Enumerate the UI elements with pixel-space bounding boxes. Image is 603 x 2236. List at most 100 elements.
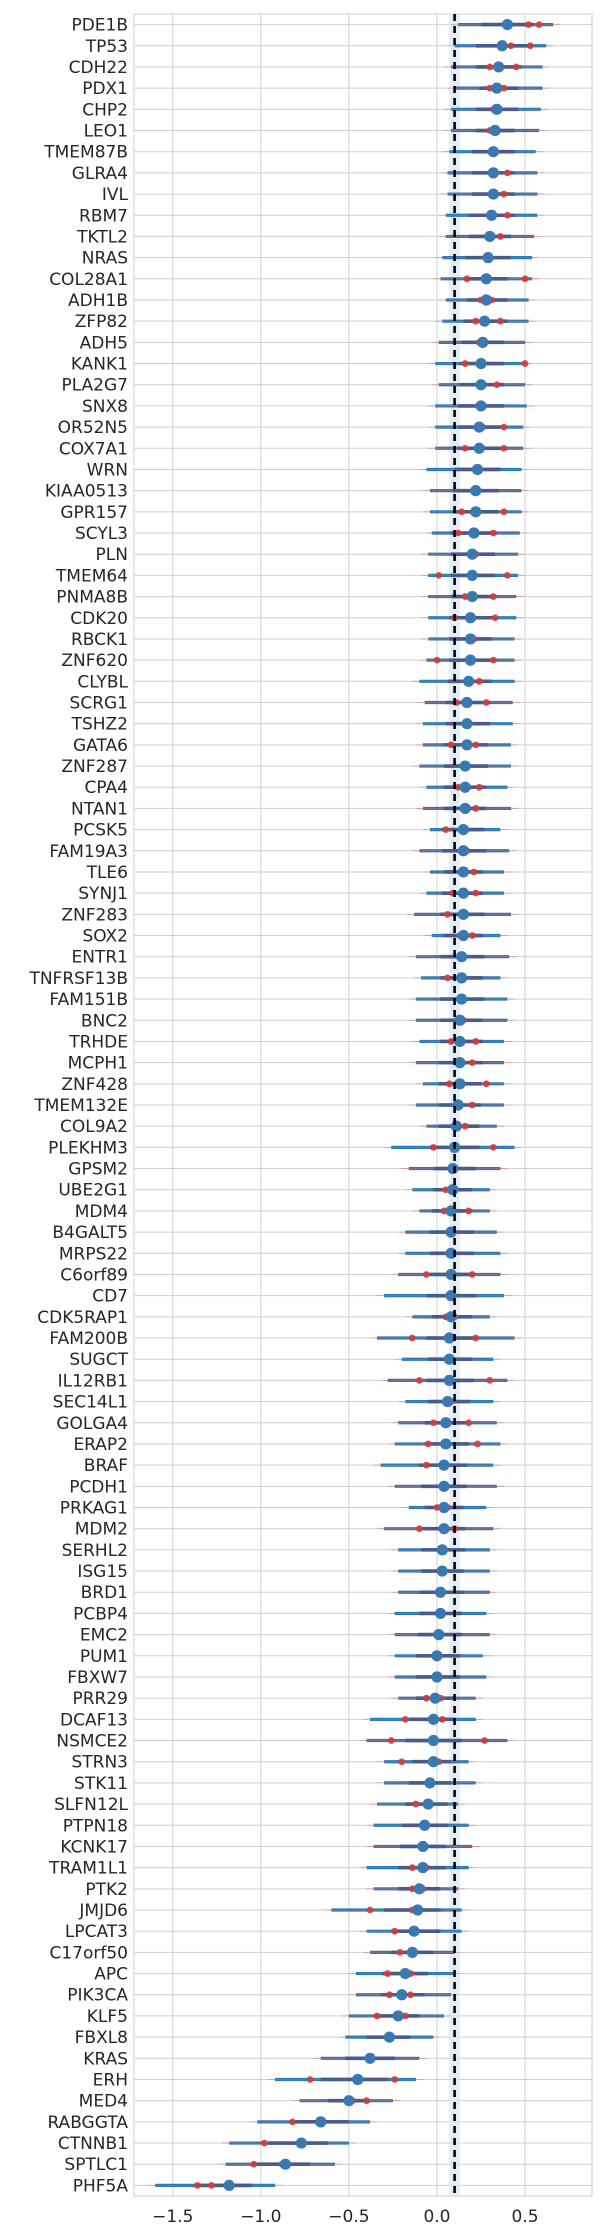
gene-row-pcsk5 <box>422 824 508 836</box>
estimate-point <box>295 2137 307 2149</box>
gene-label: RBCK1 <box>71 630 128 650</box>
gene-label: ISG15 <box>77 1562 128 1582</box>
gene-label: LPCAT3 <box>65 1922 128 1942</box>
gene-row-prkag1 <box>401 1501 494 1514</box>
x-tick-label: −1.5 <box>152 2207 193 2227</box>
gene-label: C6orf89 <box>60 1265 128 1285</box>
gene-row-nras <box>435 252 540 264</box>
estimate-point <box>412 1904 424 1916</box>
gene-row-gata6 <box>415 739 519 751</box>
gene-row-fbxl8 <box>338 2031 441 2043</box>
estimate-point <box>408 1925 420 1937</box>
estimate-point <box>501 18 514 31</box>
gene-label: CDK5RAP1 <box>37 1308 128 1328</box>
gene-label: ZNF620 <box>61 651 128 671</box>
sub-estimate-point <box>461 444 469 452</box>
gene-label: WRN <box>87 460 128 480</box>
gene-row-tktl2 <box>438 230 541 243</box>
gene-label: KCNK17 <box>60 1837 128 1857</box>
estimate-point <box>279 2158 292 2170</box>
gene-label: ZNF428 <box>61 1075 128 1095</box>
estimate-point <box>457 866 470 878</box>
gene-label: C17orf50 <box>49 1943 128 1963</box>
gene-label: KLF5 <box>87 2007 128 2027</box>
gene-row-bnc2 <box>408 1014 515 1026</box>
gene-label: LEO1 <box>84 122 128 142</box>
estimate-point <box>485 209 498 221</box>
gene-row-brd1 <box>391 1586 497 1598</box>
gene-row-pde1b <box>451 18 561 31</box>
sub-estimate-point <box>489 656 497 664</box>
sub-estimate-point <box>500 84 508 92</box>
gene-row-kiaa0513 <box>422 485 529 497</box>
sub-estimate-point <box>491 614 499 622</box>
sub-estimate-point <box>424 1440 432 1448</box>
gene-label: PHF5A <box>73 2176 129 2196</box>
gene-row-kras <box>313 2052 427 2064</box>
sub-estimate-point <box>438 1715 446 1723</box>
sub-estimate-point <box>386 1991 393 1999</box>
sub-estimate-point <box>463 275 471 283</box>
gene-row-rbck1 <box>421 633 522 645</box>
estimate-point <box>438 1523 450 1535</box>
gene-row-jmjd6 <box>324 1904 469 1916</box>
gene-label: TMEM64 <box>55 566 128 586</box>
gene-label: SNX8 <box>82 397 128 417</box>
estimate-point <box>484 230 496 243</box>
sub-estimate-point <box>433 1504 441 1511</box>
estimate-point <box>491 82 503 94</box>
estimate-point <box>438 1480 450 1492</box>
estimate-point <box>473 421 485 433</box>
gene-row-lpcat3 <box>359 1925 469 1937</box>
gene-row-rbm7 <box>438 209 545 221</box>
gene-row-fam19a3 <box>412 845 517 857</box>
gene-label: CLYBL <box>77 672 128 692</box>
sub-estimate-point <box>363 2097 370 2105</box>
estimate-point <box>434 1607 447 1620</box>
gene-row-braf <box>373 1459 501 1471</box>
estimate-point <box>364 2052 376 2064</box>
sub-estimate-point <box>468 1059 476 1067</box>
gene-row-tnfrsf13b <box>414 972 508 984</box>
sub-estimate-point <box>423 1271 430 1278</box>
gene-row-cpa4 <box>419 781 515 793</box>
estimate-point <box>475 379 487 391</box>
estimate-point <box>427 1713 440 1725</box>
estimate-point <box>427 1756 440 1768</box>
gene-row-c17orf50 <box>363 1946 462 1958</box>
gene-label: COX7A1 <box>59 439 128 459</box>
gene-label: SUGCT <box>69 1350 128 1370</box>
sub-estimate-point <box>401 1715 409 1723</box>
sub-estimate-point <box>472 1038 480 1045</box>
estimate-point <box>422 1798 434 1810</box>
gene-row-cox7a1 <box>428 442 531 454</box>
gene-label: PIK3CA <box>67 1986 128 2006</box>
gene-row-med4 <box>292 2095 400 2107</box>
estimate-point <box>417 1840 429 1853</box>
estimate-point <box>443 1332 455 1344</box>
estimate-point <box>441 1395 454 1408</box>
gene-label: IL12RB1 <box>58 1371 128 1391</box>
estimate-point <box>413 1883 425 1895</box>
gene-label: TMEM132E <box>33 1096 128 1116</box>
sub-estimate-point <box>447 1038 455 1045</box>
sub-estimate-point <box>454 529 462 537</box>
gene-label: APC <box>94 1965 128 1985</box>
gene-label: NRAS <box>82 249 128 269</box>
estimate-point <box>464 654 477 666</box>
estimate-point <box>431 1650 443 1662</box>
sub-estimate-point <box>407 1991 414 1999</box>
x-tick-label: 0.5 <box>512 2207 539 2227</box>
estimate-point <box>396 1989 408 2001</box>
gene-row-fbxw7 <box>387 1671 494 1683</box>
sub-estimate-point <box>391 1927 399 1935</box>
gene-label: TKTL2 <box>76 227 128 247</box>
estimate-point <box>424 1777 436 1789</box>
sub-estimate-point <box>461 1122 469 1130</box>
gene-label: SYNJ1 <box>78 884 128 904</box>
estimate-point <box>427 1734 440 1747</box>
gene-row-glra4 <box>440 167 545 179</box>
estimate-point <box>457 845 470 857</box>
gene-label: GOLGA4 <box>56 1414 128 1434</box>
